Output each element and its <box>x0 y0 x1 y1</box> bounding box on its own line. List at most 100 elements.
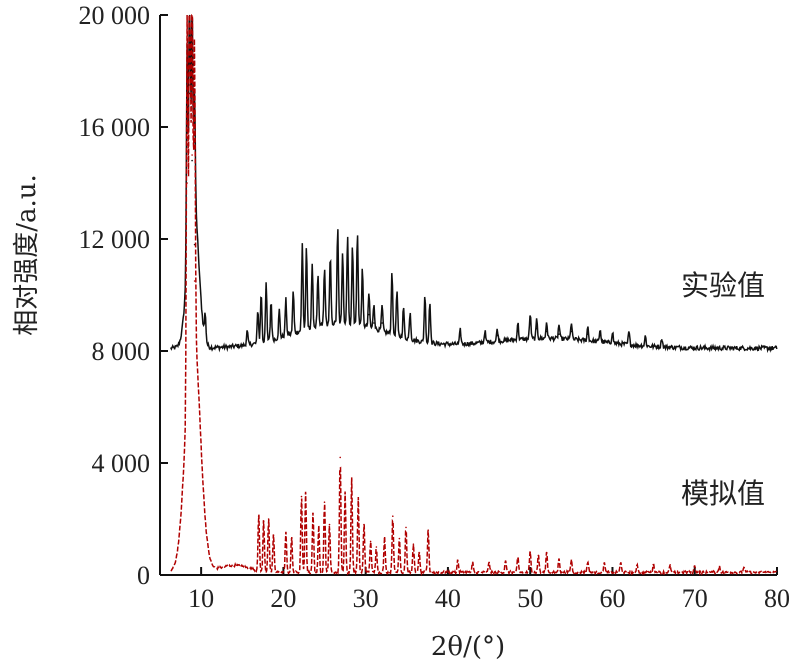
ticks-layer: 10 20 30 40 50 60 70 80 0 4 000 8 000 12 000 16 000 2… <box>79 1 791 613</box>
peak-point <box>373 322 375 324</box>
peak-point <box>391 283 393 285</box>
peak-point <box>301 260 304 263</box>
peak-point <box>357 498 360 501</box>
peak-point <box>570 330 573 333</box>
peak-point <box>644 337 647 340</box>
peak-point <box>398 537 401 540</box>
x-tick-label: 70 <box>682 584 708 613</box>
peak-point <box>344 493 346 495</box>
peak-point <box>246 333 248 336</box>
series-label: 实验值 <box>681 269 765 302</box>
peak-point <box>484 336 486 338</box>
peak-point <box>265 288 267 291</box>
series-line <box>170 14 778 577</box>
peak-point <box>628 334 630 337</box>
peak-point <box>300 495 303 498</box>
peak-point <box>517 557 519 559</box>
peak-point <box>270 308 272 310</box>
peak-point <box>652 564 655 566</box>
peak-point <box>267 518 270 520</box>
peak-point <box>536 327 538 330</box>
y-tick-label: 4 000 <box>92 449 151 478</box>
peak-point <box>381 322 383 324</box>
peak-point <box>488 561 490 564</box>
peak-point <box>383 537 386 540</box>
y-tick-label: 0 <box>137 561 150 590</box>
peak-point <box>537 554 540 557</box>
peak-point <box>412 543 415 545</box>
y-axis-title: 相对强度/a.u. <box>12 174 42 336</box>
peak-point <box>361 291 364 294</box>
peak-point <box>636 564 638 566</box>
peak-point <box>188 84 191 86</box>
peak-point <box>558 333 560 336</box>
peak-point <box>599 334 601 337</box>
peak-point <box>429 305 431 308</box>
peak-point <box>323 291 326 294</box>
peak-point <box>375 546 378 548</box>
peak-point <box>570 560 573 562</box>
x-axis-title: 2θ/(°) <box>431 632 505 662</box>
peak-point <box>545 551 548 554</box>
peak-point <box>471 563 474 565</box>
peak-point <box>351 269 354 271</box>
x-tick-label: 20 <box>270 584 296 613</box>
peak-point <box>312 512 314 515</box>
peak-point <box>278 319 281 322</box>
peak-point <box>424 299 426 302</box>
peak-point <box>718 566 721 568</box>
peak-point <box>311 285 314 288</box>
peak-point <box>191 159 193 162</box>
peak-point <box>318 526 320 529</box>
peak-point <box>396 302 398 305</box>
x-tick-label: 60 <box>599 584 625 613</box>
peak-point <box>529 322 531 324</box>
peak-point <box>517 330 519 333</box>
x-tick-label: 50 <box>517 584 543 613</box>
peak-point <box>368 313 370 316</box>
peak-point <box>611 336 614 338</box>
peak-point <box>336 252 339 254</box>
peak-point <box>743 566 745 569</box>
peak-point <box>323 501 326 504</box>
peak-point <box>285 532 287 534</box>
peak-point <box>496 334 499 337</box>
peak-point <box>350 479 353 481</box>
peak-point <box>661 339 663 341</box>
peak-point <box>305 266 308 268</box>
peak-point <box>304 493 307 495</box>
peak-point <box>587 333 589 336</box>
peak-point <box>257 313 259 316</box>
peak-point <box>285 311 287 313</box>
x-tick-label: 30 <box>353 584 379 613</box>
series-label: 模拟值 <box>681 477 765 510</box>
peak-point <box>341 274 344 277</box>
series-line <box>170 14 778 354</box>
peak-point <box>257 515 260 517</box>
peak-point <box>262 521 265 523</box>
peak-point <box>329 280 332 282</box>
peak-point <box>587 561 589 564</box>
peak-point <box>356 255 359 257</box>
peak-point <box>193 280 196 282</box>
peak-point <box>363 523 365 526</box>
x-tick-label: 10 <box>188 584 214 613</box>
x-tick-label: 80 <box>764 584 790 613</box>
peak-point <box>693 565 696 568</box>
peak-point <box>669 565 671 568</box>
y-tick-label: 8 000 <box>92 337 151 366</box>
peak-point <box>204 322 206 324</box>
peak-point <box>292 305 295 308</box>
peak-point <box>317 297 319 299</box>
peak-point <box>545 330 548 333</box>
peak-point <box>369 540 372 543</box>
y-tick-label: 16 000 <box>79 113 151 142</box>
peak-point <box>603 563 605 565</box>
peak-point <box>457 560 459 562</box>
peak-point <box>272 535 275 537</box>
peak-point <box>191 154 193 156</box>
peak-point <box>328 523 331 526</box>
